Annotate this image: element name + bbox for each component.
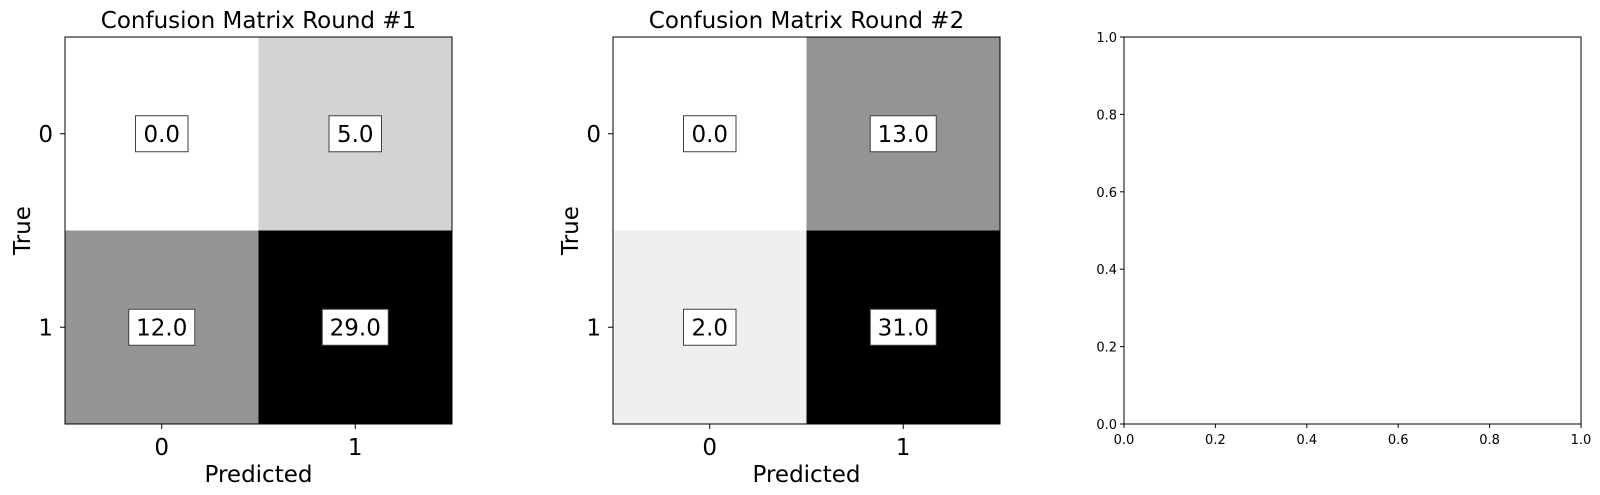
y-axis-ticks: 0.0 0.2 0.4 0.6 0.8 1.0 [1096,31,1124,433]
cell-label-box [869,308,937,346]
x-tick-label: 1 [896,435,911,461]
cell-value-label: 31.0 [878,315,929,341]
x-tick-label: 0.0 [1114,433,1135,448]
y-axis-label: True [558,206,584,256]
axes-frame [64,36,453,425]
cell-value-label: 5.0 [337,122,374,148]
y-tick-label: 0.0 [1096,418,1117,433]
chart-title: Confusion Matrix Round #1 [101,8,416,34]
x-axis-label: Predicted [205,462,313,488]
y-tick-label: 0.8 [1096,108,1117,123]
cell-label-box [128,308,196,346]
y-axis-ticks: 01 [586,122,613,341]
empty-axes: 0.0 0.2 0.4 0.6 0.8 1.0 0.0 0.2 0.4 0.6 0.8 1.0 [1096,31,1591,448]
y-tick-label: 0 [38,122,53,148]
x-tick-label: 0.4 [1296,433,1317,448]
y-tick-label: 1 [38,315,53,341]
cell-value-label: 13.0 [878,122,929,148]
cell-value-label: 0.0 [691,122,728,148]
x-axis-ticks: 0.0 0.2 0.4 0.6 0.8 1.0 [1114,424,1592,448]
x-tick-label: 1.0 [1571,433,1592,448]
cell-label-box [321,308,389,346]
y-tick-label: 1.0 [1096,31,1117,46]
cell-annotations: 0.0 13.0 2.0 31.0 [683,115,937,346]
x-tick-label: 0.2 [1205,433,1226,448]
cell-label-box [135,115,189,153]
cell-value-label: 0.0 [143,122,180,148]
cell-label-box [683,308,737,346]
x-tick-label: 0 [702,435,717,461]
x-tick-label: 0.6 [1388,433,1409,448]
y-tick-label: 1 [586,315,601,341]
cell-value-label: 12.0 [136,315,187,341]
cell-label-box [328,115,382,153]
cell-annotations: 0.0 5.0 12.0 29.0 [128,115,389,346]
x-tick-label: 0 [154,435,169,461]
axes-frame [612,36,1001,425]
cell-label-box [869,115,937,153]
cell-label-box [683,115,737,153]
y-tick-label: 0.4 [1096,263,1117,278]
chart-title: Confusion Matrix Round #2 [649,8,964,34]
y-tick-label: 0 [586,122,601,148]
axes-frame [1123,36,1582,425]
x-tick-label: 1 [348,435,363,461]
cell-value-label: 2.0 [691,315,728,341]
heatmap-cells [65,37,452,424]
x-tick-label: 0.8 [1479,433,1500,448]
y-axis-label: True [10,206,36,256]
y-axis-ticks: 01 [38,122,65,341]
x-axis-label: Predicted [753,462,861,488]
y-tick-label: 0.6 [1096,186,1117,201]
heatmap-cells [613,37,1000,424]
y-tick-label: 0.2 [1096,341,1117,356]
cell-value-label: 29.0 [330,315,381,341]
